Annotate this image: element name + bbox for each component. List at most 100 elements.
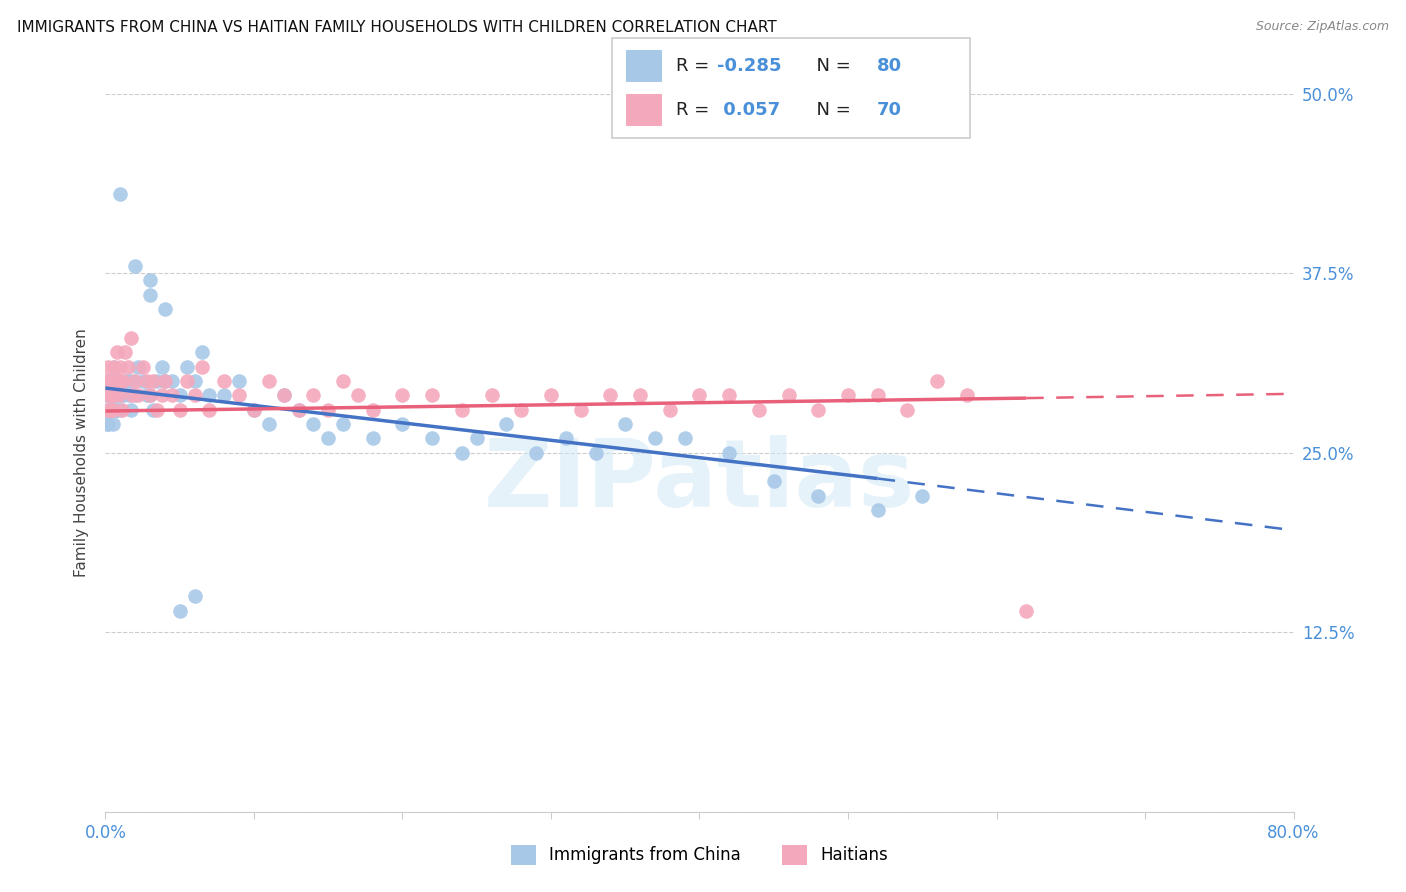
- Point: [778, 388, 800, 402]
- Point: [599, 388, 621, 402]
- Point: [96, 374, 118, 388]
- Legend: Immigrants from China, Haitians: Immigrants from China, Haitians: [503, 838, 896, 871]
- Point: [108, 388, 131, 402]
- Point: [124, 374, 146, 388]
- Point: [420, 431, 443, 445]
- FancyBboxPatch shape: [612, 38, 970, 138]
- Point: [1015, 604, 1038, 618]
- Point: [361, 402, 384, 417]
- Y-axis label: Family Households with Children: Family Households with Children: [75, 328, 90, 577]
- Point: [420, 388, 443, 402]
- Point: [347, 388, 370, 402]
- Point: [110, 402, 132, 417]
- Text: R =: R =: [676, 57, 716, 75]
- Point: [569, 402, 592, 417]
- Point: [127, 388, 149, 402]
- Point: [169, 604, 191, 618]
- Point: [103, 359, 125, 374]
- Point: [105, 374, 128, 388]
- Point: [287, 402, 309, 417]
- Point: [183, 374, 205, 388]
- Point: [100, 388, 122, 402]
- Point: [96, 374, 118, 388]
- Point: [120, 402, 142, 417]
- Point: [585, 445, 607, 460]
- Point: [136, 374, 159, 388]
- Point: [628, 388, 651, 402]
- Point: [214, 388, 236, 402]
- Point: [100, 402, 122, 417]
- Point: [183, 388, 205, 402]
- Point: [114, 374, 136, 388]
- Point: [150, 388, 173, 402]
- Point: [100, 374, 122, 388]
- Point: [105, 345, 128, 359]
- Point: [162, 388, 184, 402]
- Point: [96, 388, 118, 402]
- Point: [554, 431, 576, 445]
- Point: [121, 374, 143, 388]
- Point: [146, 402, 169, 417]
- Point: [302, 417, 325, 431]
- Point: [139, 388, 162, 402]
- Point: [614, 417, 637, 431]
- Point: [391, 388, 413, 402]
- Point: [127, 359, 149, 374]
- Text: ZIPatlas: ZIPatlas: [484, 435, 915, 527]
- Point: [110, 359, 132, 374]
- Text: Source: ZipAtlas.com: Source: ZipAtlas.com: [1256, 20, 1389, 33]
- Text: N =: N =: [806, 57, 856, 75]
- Point: [110, 374, 132, 388]
- Point: [124, 259, 146, 273]
- Point: [112, 388, 135, 402]
- Point: [807, 489, 830, 503]
- Point: [481, 388, 503, 402]
- Point: [450, 445, 472, 460]
- Point: [956, 388, 979, 402]
- Point: [169, 402, 191, 417]
- Bar: [626, 50, 662, 82]
- Point: [97, 374, 120, 388]
- Point: [332, 374, 354, 388]
- Point: [98, 374, 121, 388]
- Point: [183, 590, 205, 604]
- Point: [105, 402, 128, 417]
- Point: [146, 374, 169, 388]
- Point: [98, 402, 121, 417]
- Point: [191, 345, 214, 359]
- Point: [136, 388, 159, 402]
- Point: [96, 417, 118, 431]
- Point: [117, 359, 139, 374]
- Point: [689, 388, 711, 402]
- Point: [257, 374, 280, 388]
- Point: [97, 359, 120, 374]
- Text: 0.057: 0.057: [717, 102, 780, 120]
- Point: [97, 402, 120, 417]
- Point: [273, 388, 295, 402]
- Point: [98, 402, 121, 417]
- Text: N =: N =: [806, 102, 856, 120]
- Point: [911, 489, 934, 503]
- Point: [104, 374, 127, 388]
- Point: [214, 374, 236, 388]
- Point: [391, 417, 413, 431]
- Point: [104, 388, 127, 402]
- Point: [332, 417, 354, 431]
- Point: [243, 402, 266, 417]
- Point: [121, 388, 143, 402]
- Point: [139, 388, 162, 402]
- Text: IMMIGRANTS FROM CHINA VS HAITIAN FAMILY HOUSEHOLDS WITH CHILDREN CORRELATION CHA: IMMIGRANTS FROM CHINA VS HAITIAN FAMILY …: [17, 20, 776, 35]
- Point: [111, 402, 134, 417]
- Point: [524, 445, 547, 460]
- Point: [748, 402, 770, 417]
- Point: [117, 374, 139, 388]
- Point: [142, 402, 165, 417]
- Point: [150, 359, 173, 374]
- Point: [100, 388, 122, 402]
- Point: [807, 402, 830, 417]
- Text: R =: R =: [676, 102, 716, 120]
- Point: [273, 388, 295, 402]
- Point: [139, 273, 162, 287]
- Point: [316, 431, 339, 445]
- Point: [191, 359, 214, 374]
